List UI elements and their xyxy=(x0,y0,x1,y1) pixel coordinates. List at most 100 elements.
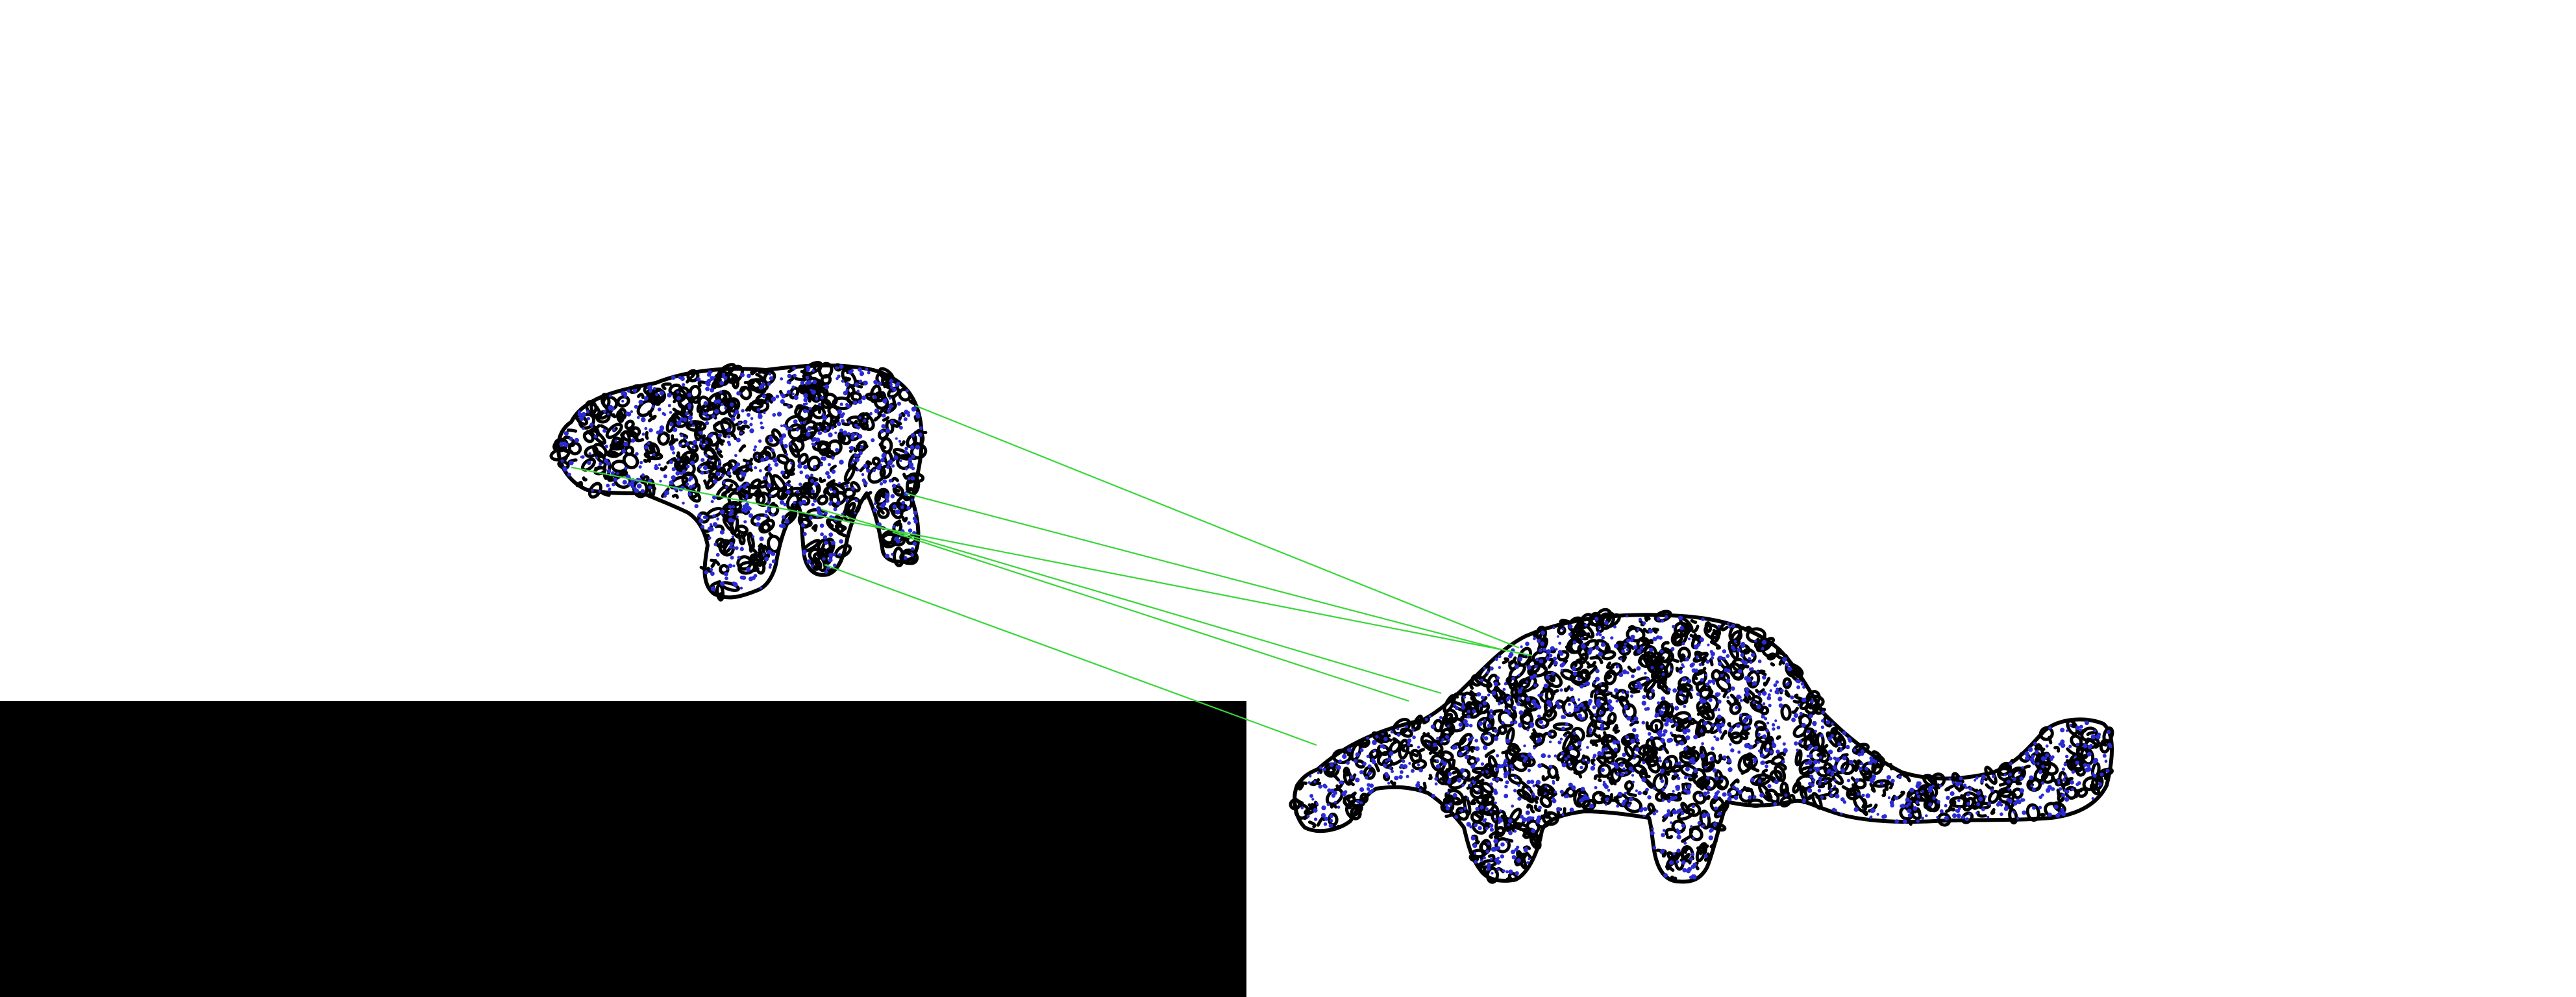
keypoint xyxy=(1876,813,1879,816)
keypoint xyxy=(1755,725,1759,729)
keypoint xyxy=(1857,792,1860,796)
keypoint xyxy=(1507,818,1513,824)
keypoint xyxy=(1516,845,1520,849)
texture-blob xyxy=(1505,726,1515,746)
keypoint xyxy=(1830,772,1835,776)
keypoint xyxy=(824,384,830,389)
keypoint xyxy=(1453,745,1458,750)
keypoint xyxy=(1693,734,1698,740)
texture-blob xyxy=(1751,695,1763,704)
keypoint xyxy=(1504,682,1507,685)
keypoint xyxy=(1690,825,1693,828)
keypoint xyxy=(1776,726,1781,730)
keypoint xyxy=(805,381,809,385)
keypoint xyxy=(789,427,793,430)
keypoint xyxy=(1679,741,1685,746)
texture-blob xyxy=(1684,750,1696,759)
keypoint xyxy=(2092,774,2097,778)
keypoint xyxy=(1520,754,1524,758)
keypoint xyxy=(1955,782,1961,787)
keypoint xyxy=(2083,763,2087,767)
keypoint xyxy=(1543,683,1548,689)
texture-stroke xyxy=(2066,747,2077,756)
keypoint xyxy=(1486,863,1492,868)
keypoint xyxy=(687,403,692,408)
keypoint xyxy=(2060,739,2065,745)
keypoint xyxy=(1650,735,1654,740)
texture-stroke xyxy=(736,413,741,419)
texture-stroke xyxy=(1791,706,1799,715)
keypoint xyxy=(1628,766,1633,771)
keypoint xyxy=(1496,754,1500,757)
keypoint xyxy=(1446,791,1450,794)
keypoint xyxy=(1517,783,1520,787)
keypoint xyxy=(1761,646,1765,650)
keypoint xyxy=(1511,804,1515,808)
keypoint xyxy=(1805,761,1809,765)
keypoint xyxy=(1678,669,1683,674)
keypoint xyxy=(1799,711,1803,716)
keypoint xyxy=(1915,800,1920,805)
keypoint xyxy=(1595,669,1600,674)
texture-blob xyxy=(1632,763,1648,776)
texture-blob xyxy=(1615,689,1629,702)
keypoint xyxy=(562,467,568,472)
texture-stroke xyxy=(736,426,745,431)
texture-stroke xyxy=(755,373,765,381)
keypoint xyxy=(791,392,795,396)
keypoint xyxy=(1736,723,1740,728)
keypoint xyxy=(1590,765,1596,771)
texture-blob xyxy=(2057,792,2065,803)
keypoint xyxy=(582,427,585,430)
keypoint xyxy=(849,446,854,450)
texture-stroke xyxy=(1542,682,1554,692)
texture-stroke xyxy=(1530,841,1541,849)
keypoint xyxy=(856,454,860,458)
keypoint xyxy=(1466,822,1471,827)
keypoint xyxy=(1660,779,1665,783)
keypoint xyxy=(1389,766,1392,770)
keypoint xyxy=(736,462,741,467)
keypoint xyxy=(1798,739,1803,744)
keypoint xyxy=(1808,782,1812,786)
texture-blob xyxy=(1359,737,1370,748)
texture-stroke xyxy=(1818,784,1826,789)
texture-stroke xyxy=(1683,846,1690,854)
texture-stroke xyxy=(765,394,773,404)
keypoint xyxy=(1463,746,1469,751)
texture-stroke xyxy=(1296,783,1304,791)
keypoint xyxy=(782,424,786,427)
keypoint xyxy=(799,482,802,486)
keypoint xyxy=(858,379,863,384)
keypoint xyxy=(1808,745,1813,749)
keypoint xyxy=(1744,691,1750,696)
keypoint xyxy=(1355,778,1360,783)
keypoint xyxy=(1718,661,1722,667)
keypoint xyxy=(781,433,787,438)
keypoint xyxy=(1913,806,1918,811)
keypoint xyxy=(851,486,855,491)
keypoint xyxy=(1666,809,1671,813)
keypoint xyxy=(1512,706,1517,710)
keypoint xyxy=(1322,767,1326,772)
keypoint xyxy=(612,482,615,487)
keypoint xyxy=(686,464,690,469)
keypoint xyxy=(706,373,712,377)
keypoint xyxy=(745,496,749,499)
keypoint xyxy=(853,400,858,405)
keypoint xyxy=(828,558,833,563)
keypoint xyxy=(1324,817,1328,821)
keypoint xyxy=(1828,756,1833,761)
texture-stroke xyxy=(686,376,692,384)
keypoint xyxy=(1665,615,1668,619)
keypoint xyxy=(724,572,728,576)
keypoint xyxy=(1504,708,1508,713)
keypoint xyxy=(647,385,652,390)
texture-stroke xyxy=(1317,767,1323,774)
keypoint xyxy=(1894,819,1900,824)
keypoint xyxy=(2038,795,2043,799)
texture-stroke xyxy=(1351,773,1357,782)
keypoint xyxy=(1824,779,1827,783)
keypoint xyxy=(1691,804,1695,809)
keypoint xyxy=(1801,722,1806,728)
